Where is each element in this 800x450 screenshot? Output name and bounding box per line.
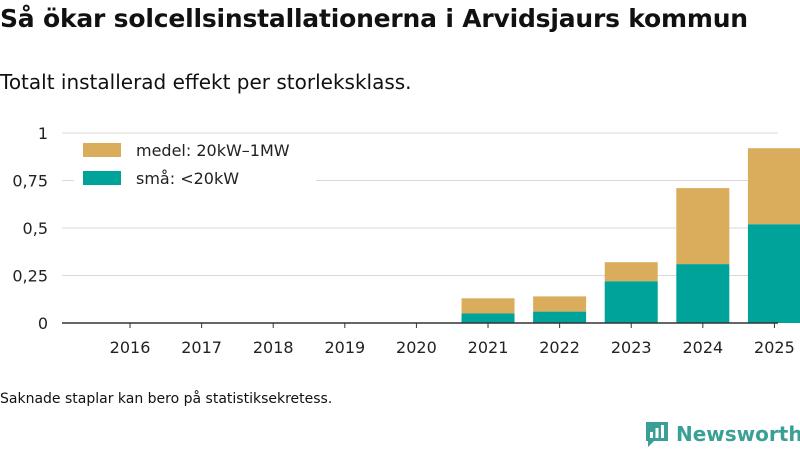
chart-subtitle: Totalt installerad effekt per storlekskl… [0,70,412,94]
y-axis-ticks: 0 0,25 0,5 0,75 1 [12,124,48,333]
bar-segment [461,313,515,323]
brand-name: Newsworthy [676,422,800,446]
y-tick-label: 0,5 [23,219,48,238]
bar-segment [604,262,658,282]
x-tick-label: 2024 [682,338,723,357]
x-tick-label: 2017 [181,338,222,357]
y-tick-label: 1 [38,124,48,143]
bar-segment [676,188,730,265]
legend-swatch [83,171,121,185]
bars [461,148,800,323]
bar-segment [533,296,587,312]
legend-label: medel: 20kW–1MW [136,141,290,160]
x-tick-label: 2022 [539,338,580,357]
bar-segment [747,224,800,323]
gridlines [62,132,778,276]
legend-label: små: <20kW [136,169,239,188]
x-tick-label: 2021 [468,338,509,357]
x-tick-label: 2018 [253,338,294,357]
legend-swatch [83,143,121,157]
x-axis-ticks: 2016 2017 2018 2019 2020 2021 2022 2023 2024 2025 [62,322,795,357]
x-tick-label: 2025 [754,338,795,357]
bar-segment [461,298,515,314]
bar-segment [747,148,800,225]
footnote: Saknade staplar kan bero på statistiksek… [0,391,333,407]
y-tick-label: 0,75 [12,172,48,191]
chart-title: Så ökar solcellsinstallationerna i Arvid… [0,4,748,33]
x-tick-label: 2019 [324,338,365,357]
bar-segment [533,311,587,323]
x-tick-label: 2016 [110,338,151,357]
x-tick-label: 2023 [611,338,652,357]
y-tick-label: 0,25 [12,267,48,286]
newsworthy-logo-icon [646,422,668,447]
bar-segment [604,281,658,323]
legend: medel: 20kW–1MW små: <20kW [74,138,316,190]
x-tick-label: 2020 [396,338,437,357]
bar-segment [676,264,730,323]
brand-logo: Newsworthy [644,420,800,448]
y-tick-label: 0 [38,314,48,333]
stacked-bar-chart: 00,250,50,751 2016 2017 2018 2019 2020 2021 20… [12,124,800,357]
